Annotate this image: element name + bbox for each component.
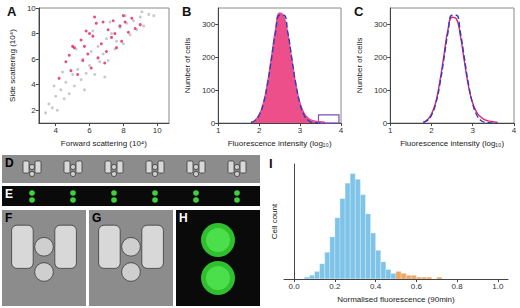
svg-text:Fluorescence intensity (log₁₀): Fluorescence intensity (log₁₀): [228, 139, 332, 148]
svg-text:Normalised fluorescence (90min: Normalised fluorescence (90min): [337, 295, 455, 304]
svg-text:Number of cells: Number of cells: [183, 38, 192, 94]
svg-text:0.4: 0.4: [370, 282, 382, 291]
svg-text:D: D: [5, 156, 14, 170]
svg-text:Cell count: Cell count: [270, 203, 279, 239]
svg-text:F: F: [5, 211, 12, 225]
svg-text:4: 4: [512, 126, 517, 135]
svg-text:0.6: 0.6: [411, 282, 423, 291]
svg-text:100: 100: [374, 86, 388, 95]
svg-text:0.2: 0.2: [329, 282, 341, 291]
svg-text:H: H: [179, 211, 188, 225]
svg-text:2: 2: [257, 126, 262, 135]
svg-text:10: 10: [153, 126, 162, 135]
svg-text:Fluorescence intensity (log₁₀): Fluorescence intensity (log₁₀): [400, 139, 504, 148]
svg-text:3: 3: [298, 126, 303, 135]
svg-text:3: 3: [471, 126, 476, 135]
svg-text:G: G: [92, 211, 101, 225]
svg-text:4: 4: [339, 126, 344, 135]
svg-text:1: 1: [216, 126, 221, 135]
svg-text:Forward scattering (10⁴): Forward scattering (10⁴): [61, 139, 147, 148]
svg-text:I: I: [269, 156, 273, 171]
svg-text:4: 4: [53, 126, 58, 135]
svg-text:0: 0: [210, 118, 216, 128]
svg-text:1: 1: [388, 126, 393, 135]
svg-text:Number of cells: Number of cells: [355, 38, 364, 94]
svg-text:0.8: 0.8: [452, 282, 464, 291]
svg-text:10: 10: [27, 4, 36, 13]
svg-text:6: 6: [87, 126, 92, 135]
svg-text:100: 100: [202, 86, 216, 95]
svg-text:4: 4: [31, 80, 36, 89]
svg-text:200: 200: [374, 53, 388, 62]
svg-text:8: 8: [121, 126, 126, 135]
svg-text:E: E: [5, 187, 13, 201]
svg-text:0.0: 0.0: [289, 282, 301, 291]
svg-text:1.0: 1.0: [492, 282, 504, 291]
svg-text:0: 0: [382, 118, 388, 128]
svg-text:A: A: [7, 4, 17, 19]
svg-text:B: B: [182, 4, 191, 19]
svg-text:200: 200: [202, 53, 216, 62]
svg-text:300: 300: [374, 20, 388, 29]
svg-text:C: C: [354, 4, 364, 19]
svg-text:2: 2: [31, 106, 36, 115]
svg-text:Side scattering (10⁴): Side scattering (10⁴): [8, 29, 17, 102]
svg-text:300: 300: [202, 20, 216, 29]
svg-text:2: 2: [429, 126, 434, 135]
svg-text:8: 8: [31, 29, 36, 38]
svg-text:6: 6: [31, 55, 36, 64]
